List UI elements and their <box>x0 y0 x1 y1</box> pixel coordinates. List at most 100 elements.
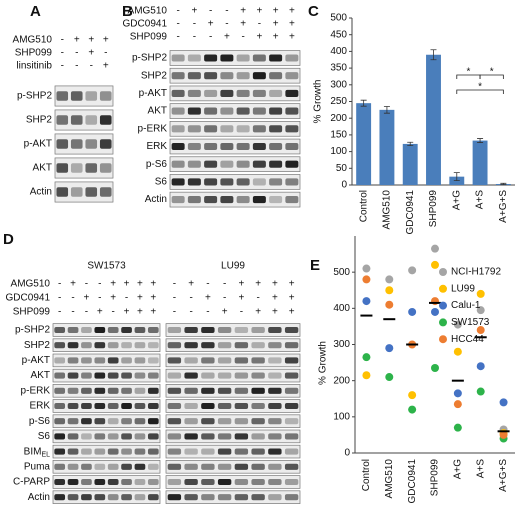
blot-band <box>81 448 92 455</box>
error-bar <box>477 138 484 143</box>
blot-band <box>204 107 218 115</box>
row-label: SHP2 <box>141 70 168 81</box>
condition-sign: + <box>224 32 230 43</box>
blot-band <box>201 463 215 470</box>
y-axis-label: % Growth <box>318 341 329 385</box>
condition-sign: - <box>58 307 61 318</box>
blot-frame <box>54 157 114 179</box>
condition-sign: + <box>150 279 156 290</box>
blot-band <box>81 478 92 486</box>
blot-band <box>269 54 283 62</box>
condition-label: GDC0941 <box>123 19 168 30</box>
blot-band <box>269 107 283 115</box>
condition-sign: + <box>289 279 295 290</box>
condition-sign: - <box>173 279 176 290</box>
blot-band <box>236 196 250 204</box>
blot-band <box>67 448 79 455</box>
blot-band <box>94 433 106 440</box>
condition-sign: - <box>206 279 209 290</box>
condition-sign: - <box>58 293 61 304</box>
blot-frame <box>165 414 301 428</box>
blot-band <box>201 387 215 394</box>
blot-band <box>268 387 282 394</box>
bar <box>402 143 418 185</box>
y-tick-label: 100 <box>330 146 347 157</box>
blot-band <box>201 357 215 364</box>
blot-band <box>234 433 249 440</box>
blot-band <box>107 433 119 440</box>
dot <box>453 320 462 329</box>
y-tick-label: 500 <box>333 267 350 278</box>
blot-band <box>67 326 79 334</box>
blot-band <box>94 494 106 501</box>
blot-band <box>204 54 218 62</box>
blot-band <box>269 125 283 133</box>
dot <box>362 275 371 284</box>
condition-sign: + <box>273 32 279 43</box>
blot-band <box>107 478 119 486</box>
row-label: p-AKT <box>139 88 167 99</box>
condition-sign: - <box>176 19 179 30</box>
condition-sign: + <box>256 6 262 17</box>
legend-swatch <box>439 335 447 344</box>
blot-band <box>99 115 112 125</box>
blot-band <box>167 448 182 455</box>
blot-band <box>201 494 215 501</box>
blot-band <box>201 478 215 486</box>
row-label: p-AKT <box>22 355 50 366</box>
blot-band <box>187 89 201 97</box>
blot-band <box>134 448 146 455</box>
bar <box>356 103 372 185</box>
condition-sign: - <box>58 279 61 290</box>
blot-frame <box>52 368 161 383</box>
blot-band <box>284 357 299 364</box>
blot-band <box>121 357 132 364</box>
blot-band <box>269 178 283 186</box>
condition-sign: + <box>110 279 116 290</box>
y-tick-label: 50 <box>336 163 348 174</box>
blot-band <box>134 478 146 486</box>
y-axis-label: % Growth <box>313 80 324 124</box>
blot-band <box>234 357 249 364</box>
blot-band <box>54 448 66 455</box>
blot-band <box>285 72 299 80</box>
blot-frame <box>52 475 161 489</box>
blot-band <box>94 478 106 486</box>
blot-frame <box>54 133 114 155</box>
legend-label: Calu-1 <box>451 300 481 311</box>
blot-band <box>167 387 182 394</box>
blot-band <box>99 163 112 173</box>
y-tick-label: 250 <box>330 96 347 107</box>
condition-sign: - <box>85 279 88 290</box>
row-label: Actin <box>28 492 50 503</box>
blot-band <box>204 125 218 133</box>
row-label: p-SHP2 <box>15 325 50 336</box>
dot <box>408 307 417 316</box>
blot-band <box>217 402 232 410</box>
condition-sign: - <box>258 19 261 30</box>
blot-band <box>134 402 146 410</box>
blot-band <box>251 448 265 455</box>
blot-band <box>121 463 132 470</box>
blot-frame <box>165 444 301 459</box>
blot-band <box>220 54 234 62</box>
blot-band <box>56 139 69 149</box>
blot-band <box>167 342 182 349</box>
blot-band <box>134 433 146 440</box>
blot-band <box>67 433 79 440</box>
blot-band <box>204 89 218 97</box>
blot-frame <box>52 323 161 337</box>
condition-sign: - <box>189 307 192 318</box>
blot-band <box>171 72 185 80</box>
condition-sign: + <box>74 35 80 46</box>
blot-band <box>217 433 232 440</box>
condition-sign: + <box>84 293 90 304</box>
y-tick-label: 0 <box>344 448 350 459</box>
bracket <box>479 74 504 79</box>
blot-band <box>201 402 215 410</box>
blot-band <box>234 463 249 470</box>
row-label: p-SHP2 <box>17 91 52 102</box>
x-tick-label: A+G <box>452 459 463 480</box>
blot-frame <box>52 444 161 459</box>
dot <box>476 362 485 371</box>
